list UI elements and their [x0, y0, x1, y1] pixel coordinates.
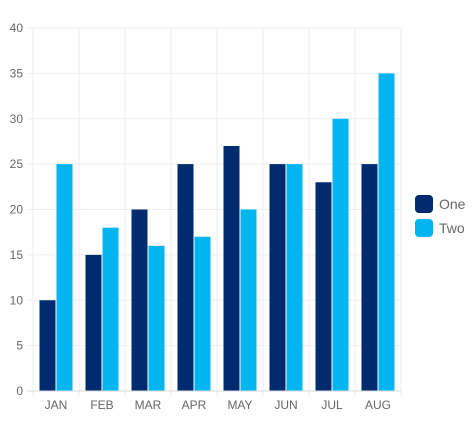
- bar-two-jul: [332, 118, 349, 391]
- x-tick-label: JAN: [45, 398, 68, 412]
- x-tick-label: MAY: [227, 398, 252, 412]
- bar-two-mar: [148, 245, 165, 391]
- legend: One Two: [415, 195, 466, 237]
- bar-one-jul: [315, 182, 332, 391]
- y-tick-label: 40: [10, 21, 24, 35]
- x-tick-label: MAR: [135, 398, 162, 412]
- x-tick-label: APR: [182, 398, 207, 412]
- x-tick-label: JUL: [321, 398, 343, 412]
- y-tick-label: 20: [10, 203, 24, 217]
- bar-one-may: [223, 145, 240, 391]
- x-tick-label: AUG: [365, 398, 391, 412]
- bar-two-apr: [194, 236, 211, 391]
- y-tick-label: 35: [10, 66, 24, 80]
- bar-one-aug: [361, 164, 378, 391]
- y-tick-label: 15: [10, 248, 24, 262]
- bars-layer: [39, 73, 395, 391]
- bar-one-mar: [131, 209, 148, 391]
- x-axis-tick-labels: JAN FEB MAR APR MAY JUN JUL AUG: [45, 398, 391, 412]
- legend-swatch-one: [415, 195, 433, 213]
- bar-two-jun: [286, 164, 303, 391]
- x-tick-label: FEB: [90, 398, 113, 412]
- y-tick-label: 10: [10, 293, 24, 307]
- legend-label-one: One: [439, 196, 466, 212]
- bar-two-jan: [56, 164, 73, 391]
- legend-swatch-two: [415, 219, 433, 237]
- x-tick-label: JUN: [274, 398, 297, 412]
- y-tick-label: 25: [10, 157, 24, 171]
- y-tick-label: 30: [10, 112, 24, 126]
- y-tick-label: 5: [16, 339, 23, 353]
- bar-one-apr: [177, 164, 194, 391]
- bar-one-jun: [269, 164, 286, 391]
- bar-two-feb: [102, 227, 119, 391]
- bar-two-aug: [378, 73, 395, 391]
- y-axis-tick-labels: 0 5 10 15 20 25 30 35 40: [10, 21, 24, 398]
- bar-one-jan: [39, 300, 56, 391]
- legend-label-two: Two: [439, 220, 465, 236]
- grid-layer: [27, 27, 402, 397]
- y-tick-label: 0: [16, 384, 23, 398]
- bar-one-feb: [85, 254, 102, 391]
- bar-two-may: [240, 209, 257, 391]
